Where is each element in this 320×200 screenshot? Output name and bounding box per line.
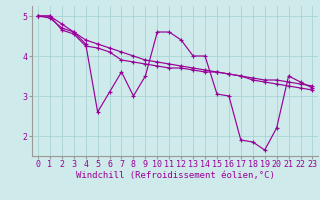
X-axis label: Windchill (Refroidissement éolien,°C): Windchill (Refroidissement éolien,°C): [76, 171, 275, 180]
